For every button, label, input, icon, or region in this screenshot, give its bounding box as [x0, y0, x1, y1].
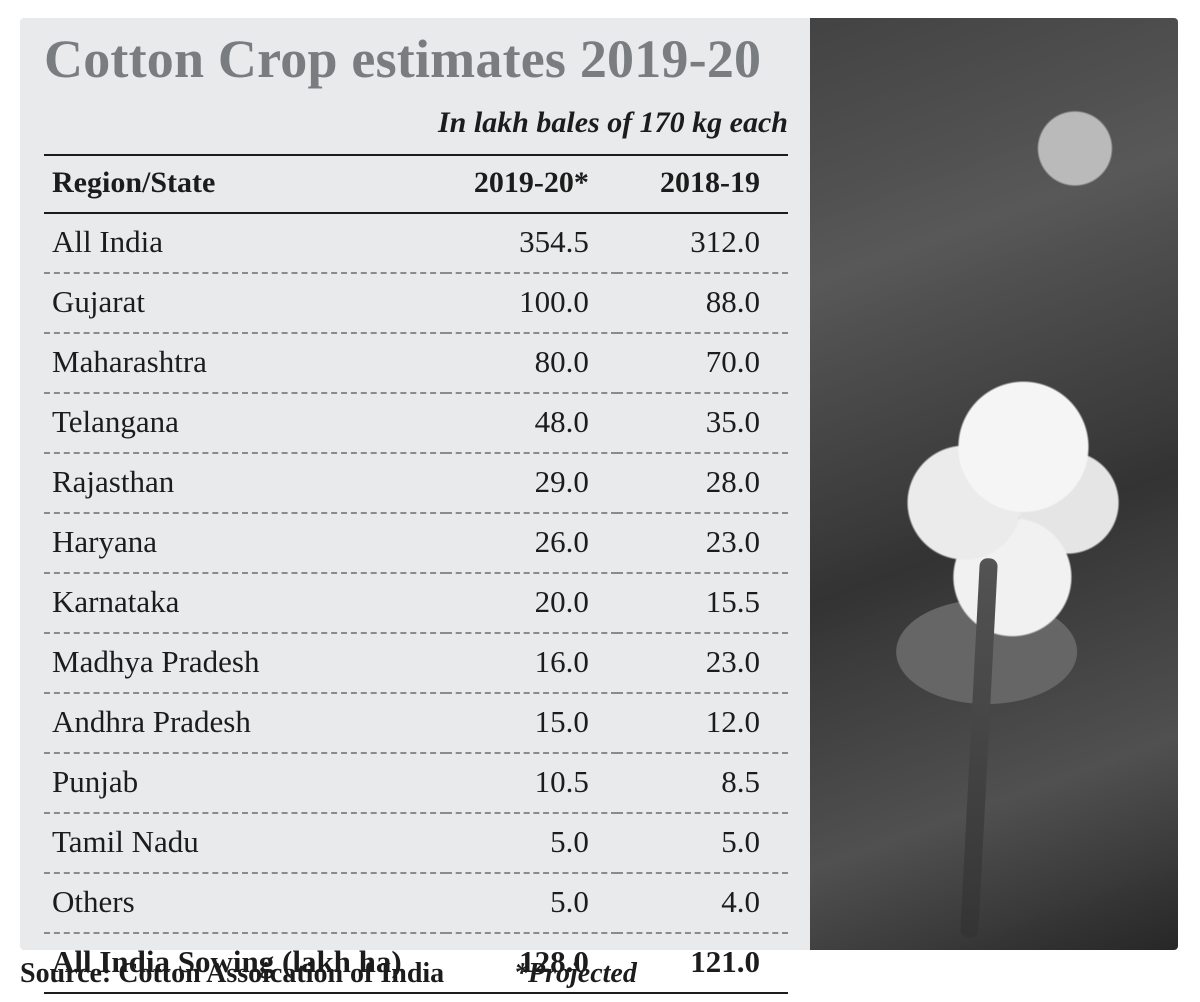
- table-row: Tamil Nadu5.05.0: [44, 813, 788, 873]
- cell-2018-19: 12.0: [617, 693, 788, 753]
- cotton-photo: [810, 18, 1178, 950]
- cell-2019-20: 5.0: [446, 813, 617, 873]
- cell-region: Maharashtra: [44, 333, 446, 393]
- cell-2019-20: 100.0: [446, 273, 617, 333]
- cell-2018-19: 23.0: [617, 633, 788, 693]
- table-row: Andhra Pradesh15.012.0: [44, 693, 788, 753]
- estimates-table-wrap: Region/State 2019-20* 2018-19 All India3…: [44, 154, 788, 994]
- cell-2019-20: 26.0: [446, 513, 617, 573]
- cell-2019-20: 16.0: [446, 633, 617, 693]
- chart-title: Cotton Crop estimates 2019-20: [44, 28, 761, 90]
- col-2018-19: 2018-19: [617, 155, 788, 213]
- cell-2018-19: 5.0: [617, 813, 788, 873]
- table-row: Rajasthan29.028.0: [44, 453, 788, 513]
- cell-2019-20: 15.0: [446, 693, 617, 753]
- cell-2018-19: 35.0: [617, 393, 788, 453]
- cell-2018-19: 4.0: [617, 873, 788, 933]
- table-row: All India354.5312.0: [44, 213, 788, 273]
- cell-region: Rajasthan: [44, 453, 446, 513]
- cell-region: Telangana: [44, 393, 446, 453]
- cell-2019-20: 5.0: [446, 873, 617, 933]
- table-row: Karnataka20.015.5: [44, 573, 788, 633]
- table-row: Haryana26.023.0: [44, 513, 788, 573]
- cell-2018-19: 23.0: [617, 513, 788, 573]
- table-row: Others5.04.0: [44, 873, 788, 933]
- cell-region: Punjab: [44, 753, 446, 813]
- chart-subtitle: In lakh bales of 170 kg each: [44, 106, 788, 140]
- table-row: Telangana48.035.0: [44, 393, 788, 453]
- cell-region: Haryana: [44, 513, 446, 573]
- table-row: Gujarat100.088.0: [44, 273, 788, 333]
- cell-2018-19: 15.5: [617, 573, 788, 633]
- cell-2019-20: 20.0: [446, 573, 617, 633]
- cell-2018-19: 28.0: [617, 453, 788, 513]
- col-region: Region/State: [44, 155, 446, 213]
- table-row: Maharashtra80.070.0: [44, 333, 788, 393]
- projected-note: *Projected: [514, 958, 637, 990]
- footer: Source: Cotton Assoication of India *Pro…: [20, 958, 1178, 990]
- cell-region: Tamil Nadu: [44, 813, 446, 873]
- table-row: Punjab10.58.5: [44, 753, 788, 813]
- cell-2019-20: 80.0: [446, 333, 617, 393]
- table-row: Madhya Pradesh16.023.0: [44, 633, 788, 693]
- cell-region: Others: [44, 873, 446, 933]
- cell-2018-19: 8.5: [617, 753, 788, 813]
- infographic-card: Cotton Crop estimates 2019-20 In lakh ba…: [20, 18, 1178, 950]
- cell-2019-20: 10.5: [446, 753, 617, 813]
- cell-region: Gujarat: [44, 273, 446, 333]
- source-text: Source: Cotton Assoication of India: [20, 958, 444, 989]
- cell-region: All India: [44, 213, 446, 273]
- cotton-stem: [960, 558, 998, 938]
- cell-2019-20: 29.0: [446, 453, 617, 513]
- cell-2019-20: 48.0: [446, 393, 617, 453]
- cell-2018-19: 70.0: [617, 333, 788, 393]
- table-header-row: Region/State 2019-20* 2018-19: [44, 155, 788, 213]
- cell-region: Madhya Pradesh: [44, 633, 446, 693]
- col-2019-20: 2019-20*: [446, 155, 617, 213]
- cell-2019-20: 354.5: [446, 213, 617, 273]
- estimates-table: Region/State 2019-20* 2018-19 All India3…: [44, 154, 788, 994]
- cell-region: Karnataka: [44, 573, 446, 633]
- cell-region: Andhra Pradesh: [44, 693, 446, 753]
- cell-2018-19: 88.0: [617, 273, 788, 333]
- cell-2018-19: 312.0: [617, 213, 788, 273]
